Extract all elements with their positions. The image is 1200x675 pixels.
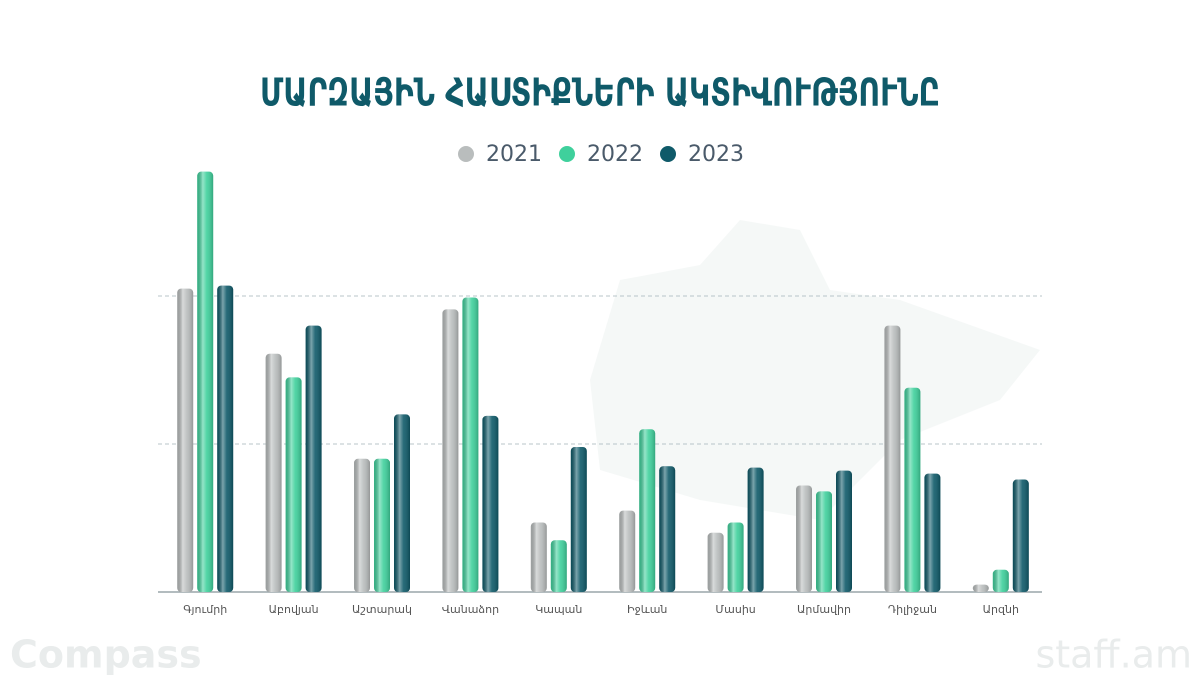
watermark: staff.am	[1035, 633, 1192, 675]
legend-swatch	[660, 146, 676, 162]
bar	[747, 467, 764, 592]
x-tick-label: Մասիս	[715, 603, 755, 616]
bar	[1012, 479, 1029, 592]
x-tick-label: Գյումրի	[183, 603, 227, 616]
bar	[836, 470, 852, 592]
bar	[884, 325, 901, 592]
bar	[659, 466, 676, 592]
bar	[394, 414, 410, 592]
watermark: Compass	[10, 633, 202, 675]
bar	[197, 171, 214, 592]
bar	[550, 540, 567, 592]
x-tick-label: Արմավիր	[797, 603, 851, 616]
bar	[177, 288, 194, 592]
bar	[727, 522, 744, 592]
bar	[442, 309, 459, 592]
x-tick-label: Դիլիջան	[888, 603, 937, 616]
bar	[305, 325, 322, 592]
legend-label: 2022	[587, 142, 643, 167]
bar	[904, 387, 921, 592]
legend-swatch	[458, 146, 474, 162]
bar	[374, 458, 390, 592]
bar	[924, 473, 941, 592]
bar	[619, 510, 636, 592]
x-tick-label: Արզնի	[983, 603, 1019, 616]
bar	[992, 569, 1009, 592]
bar	[796, 485, 812, 592]
bar	[972, 584, 989, 592]
bar	[354, 458, 370, 592]
x-tick-label: Վանաձոր	[442, 603, 499, 616]
legend-label: 2021	[486, 142, 542, 167]
bar	[462, 297, 479, 592]
bar	[482, 415, 499, 592]
bar	[530, 522, 547, 592]
bar	[265, 353, 282, 592]
legend-swatch	[559, 146, 575, 162]
chart-title: ՄԱՐԶԱՅԻՆ ՀԱՍՏԻՔՆԵՐԻ ԱԿՏԻՎՈՒԹՅՈՒՆԸ	[260, 71, 940, 115]
bar	[639, 429, 656, 592]
x-tick-label: Աշտարակ	[352, 603, 412, 616]
x-tick-label: Կապան	[535, 603, 582, 616]
bar	[816, 491, 832, 592]
map-background	[590, 220, 1040, 520]
bar	[570, 446, 587, 592]
bar	[217, 285, 234, 592]
x-tick-label: Իջևան	[627, 603, 667, 616]
x-tick-label: Աբովյան	[269, 603, 319, 616]
legend-label: 2023	[688, 142, 744, 167]
bar	[707, 532, 724, 592]
bar	[285, 377, 302, 592]
